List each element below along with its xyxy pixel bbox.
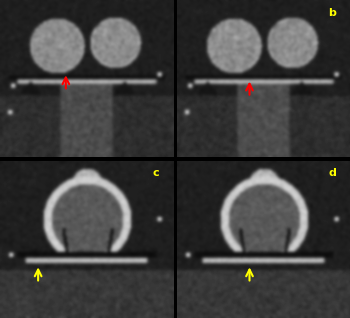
- Text: c: c: [153, 169, 159, 178]
- Text: d: d: [328, 169, 336, 178]
- Text: b: b: [328, 8, 336, 18]
